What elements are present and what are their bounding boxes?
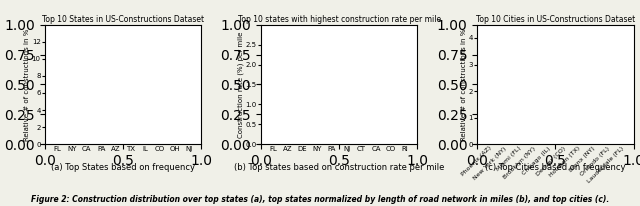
Text: (a) Top States based on frequency: (a) Top States based on frequency bbox=[51, 163, 195, 172]
Y-axis label: Relative # of constructions in %: Relative # of constructions in % bbox=[461, 28, 467, 141]
Bar bbox=[67, 64, 77, 144]
Title: Top 10 Cities in US-Constructions Dataset: Top 10 Cities in US-Constructions Datase… bbox=[476, 15, 635, 24]
Bar bbox=[52, 36, 62, 144]
Bar bbox=[385, 90, 396, 144]
Bar bbox=[140, 106, 150, 144]
Bar bbox=[170, 123, 180, 144]
Bar bbox=[513, 74, 524, 144]
Bar bbox=[111, 90, 121, 144]
Text: (b) Top states based on construction rate per mile: (b) Top states based on construction rat… bbox=[234, 163, 444, 172]
Text: Figure 2: Construction distribution over top states (a), top states normalized b: Figure 2: Construction distribution over… bbox=[31, 195, 609, 204]
Bar bbox=[557, 114, 568, 144]
Bar bbox=[528, 110, 538, 144]
Bar bbox=[484, 34, 494, 144]
Bar bbox=[96, 76, 106, 144]
Bar bbox=[312, 51, 323, 144]
Bar bbox=[572, 122, 582, 144]
Bar bbox=[327, 67, 337, 144]
Bar bbox=[602, 125, 612, 144]
Title: Top 10 states with highest construction rate per mile: Top 10 states with highest construction … bbox=[237, 15, 441, 24]
Bar bbox=[543, 113, 553, 144]
Y-axis label: Construction rate (%) per mile: Construction rate (%) per mile bbox=[237, 31, 244, 138]
Bar bbox=[499, 73, 509, 144]
Bar bbox=[155, 108, 165, 144]
Bar bbox=[587, 122, 597, 144]
Bar bbox=[371, 89, 381, 144]
Bar bbox=[356, 82, 366, 144]
Bar bbox=[616, 125, 627, 144]
Bar bbox=[400, 90, 410, 144]
Bar bbox=[125, 96, 136, 144]
Bar bbox=[298, 47, 308, 144]
Text: (c) Top Cities based on frequency: (c) Top Cities based on frequency bbox=[485, 163, 625, 172]
Bar bbox=[341, 76, 351, 144]
Title: Top 10 States in US-Constructions Dataset: Top 10 States in US-Constructions Datase… bbox=[42, 15, 204, 24]
Bar bbox=[184, 123, 195, 144]
Bar bbox=[268, 34, 278, 144]
Bar bbox=[81, 67, 92, 144]
Bar bbox=[283, 41, 293, 144]
Y-axis label: Relative # of constructions in %: Relative # of constructions in % bbox=[24, 28, 30, 141]
